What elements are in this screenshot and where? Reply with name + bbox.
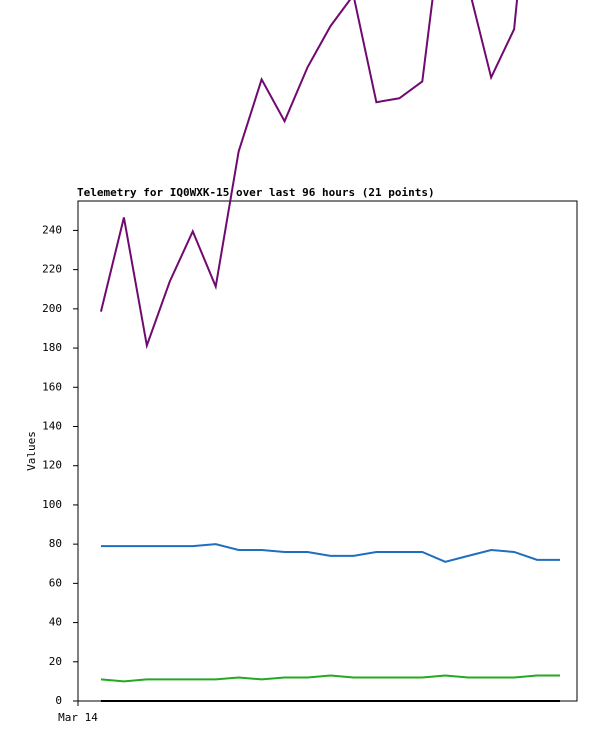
y-tick-label: 40 <box>49 616 62 629</box>
y-tick-label: 100 <box>42 498 62 511</box>
chart-title: Telemetry for IQ0WXK-15 over last 96 hou… <box>77 186 435 199</box>
y-tick-label: 200 <box>42 302 62 315</box>
y-tick-label: 20 <box>49 655 62 668</box>
y-axis-label: Values <box>25 431 38 471</box>
y-tick-label: 240 <box>42 223 62 236</box>
y-tick-label: 80 <box>49 537 62 550</box>
x-tick-label: Mar 14 <box>58 711 98 724</box>
y-tick-label: 120 <box>42 459 62 472</box>
series-line <box>99 0 519 350</box>
y-tick-label: 220 <box>42 263 62 276</box>
plot-frame <box>77 200 578 702</box>
y-tick-label: 0 <box>55 694 62 707</box>
y-tick-label: 160 <box>42 380 62 393</box>
y-tick-label: 60 <box>49 576 62 589</box>
series-line <box>100 543 561 563</box>
y-tick-label: 140 <box>42 419 62 432</box>
series-line <box>100 674 561 683</box>
y-tick-label: 180 <box>42 341 62 354</box>
